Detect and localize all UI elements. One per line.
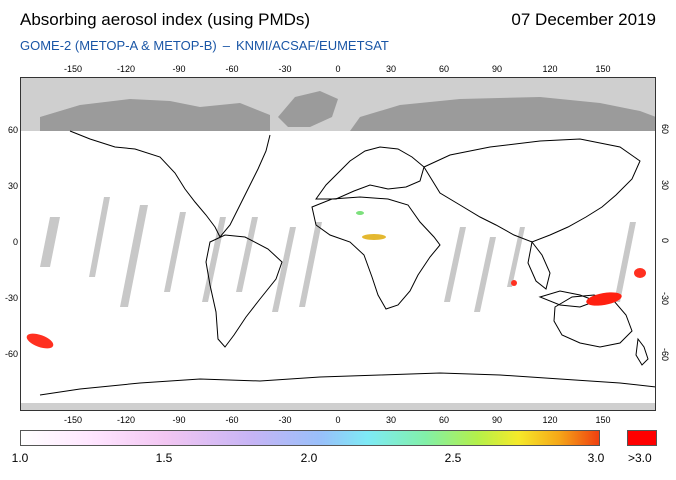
lon-tick-bottom: 120: [542, 415, 558, 425]
lon-tick-bottom: 0: [335, 415, 341, 425]
aerosol-plume-south-pacific: [26, 333, 54, 349]
aerosol-plume-sahel: [356, 211, 364, 215]
lat-tick-left: 0: [12, 237, 18, 247]
lon-tick-top: 60: [438, 64, 450, 74]
africa-coast: [311, 196, 441, 310]
map-border: [20, 77, 656, 411]
lon-tick-top: 30: [385, 64, 397, 74]
subtitle-dash: –: [222, 38, 230, 53]
lon-tick-top: 0: [335, 64, 341, 74]
lon-tick-bottom: -60: [225, 415, 239, 425]
map-subtitle: GOME-2 (METOP-A & METOP-B) – KNMI/ACSAF/EU…: [20, 38, 389, 53]
lat-tick-right: 60: [660, 124, 670, 135]
lon-tick-top: -150: [63, 64, 83, 74]
lon-tick-bottom: 90: [491, 415, 503, 425]
europe-coast: [315, 146, 425, 200]
color-scale-label: 3.0: [587, 451, 605, 465]
lon-tick-top: 90: [491, 64, 503, 74]
map-title: Absorbing aerosol index (using PMDs): [20, 10, 311, 29]
lat-tick-right: 0: [660, 238, 670, 244]
lon-tick-bottom: 30: [385, 415, 397, 425]
north-america-coast: [69, 130, 271, 238]
aerosol-plume-tasman: [634, 268, 646, 278]
lat-tick-left: 60: [7, 125, 18, 135]
south-america-coast: [205, 234, 283, 348]
lon-tick-top: -30: [278, 64, 292, 74]
aerosol-plume-central-africa: [362, 234, 386, 240]
new-zealand-coast: [635, 337, 649, 366]
lon-tick-bottom: -30: [278, 415, 292, 425]
lat-tick-left: 30: [7, 181, 18, 191]
color-scale-label: 1.5: [155, 451, 173, 465]
color-scale-label: 2.0: [300, 451, 318, 465]
lat-tick-left: -60: [4, 349, 18, 359]
world-map: [20, 77, 656, 411]
asia-coast: [423, 138, 641, 243]
lon-tick-bottom: -90: [172, 415, 186, 425]
indochina-coast: [527, 240, 551, 290]
lon-tick-top: -120: [116, 64, 136, 74]
aerosol-plumes: [26, 211, 646, 349]
arctic-north-america-land: [40, 99, 270, 131]
aerosol-plume-indian-ocean: [511, 280, 517, 286]
lat-tick-right: -30: [660, 292, 670, 306]
lat-tick-left: -30: [4, 293, 18, 303]
swath-gaps: [40, 197, 636, 312]
coastlines: [39, 130, 656, 396]
lon-tick-bottom: -120: [116, 415, 136, 425]
lon-tick-top: -90: [172, 64, 186, 74]
map-date: 07 December 2019: [511, 10, 656, 29]
map-background: [20, 77, 656, 411]
color-scale-max-swatch: [627, 430, 657, 446]
aerosol-plume-australia-east: [586, 292, 622, 306]
color-scale-label: 2.5: [444, 451, 462, 465]
subtitle-source: KNMI/ACSAF/EUMETSAT: [235, 38, 389, 53]
lat-tick-right: 30: [660, 180, 670, 191]
color-scale-label: 1.0: [11, 451, 29, 465]
lat-tick-right: -60: [660, 348, 670, 362]
lon-tick-top: 150: [595, 64, 611, 74]
lon-tick-bottom: -150: [63, 415, 83, 425]
no-data-region-south: [20, 403, 656, 411]
australia-coast: [553, 294, 633, 348]
arctic-eurasia-land: [350, 97, 656, 131]
lon-tick-top: 120: [542, 64, 558, 74]
greenland-land: [278, 91, 338, 127]
subtitle-sensor: GOME-2 (METOP-A & METOP-B): [20, 38, 217, 53]
lon-tick-top: -60: [225, 64, 239, 74]
antarctica-coast: [39, 372, 656, 396]
lon-tick-bottom: 60: [438, 415, 450, 425]
color-scale-bar: [20, 430, 600, 446]
lon-tick-bottom: 150: [595, 415, 611, 425]
color-scale-max-label: >3.0: [628, 451, 652, 465]
